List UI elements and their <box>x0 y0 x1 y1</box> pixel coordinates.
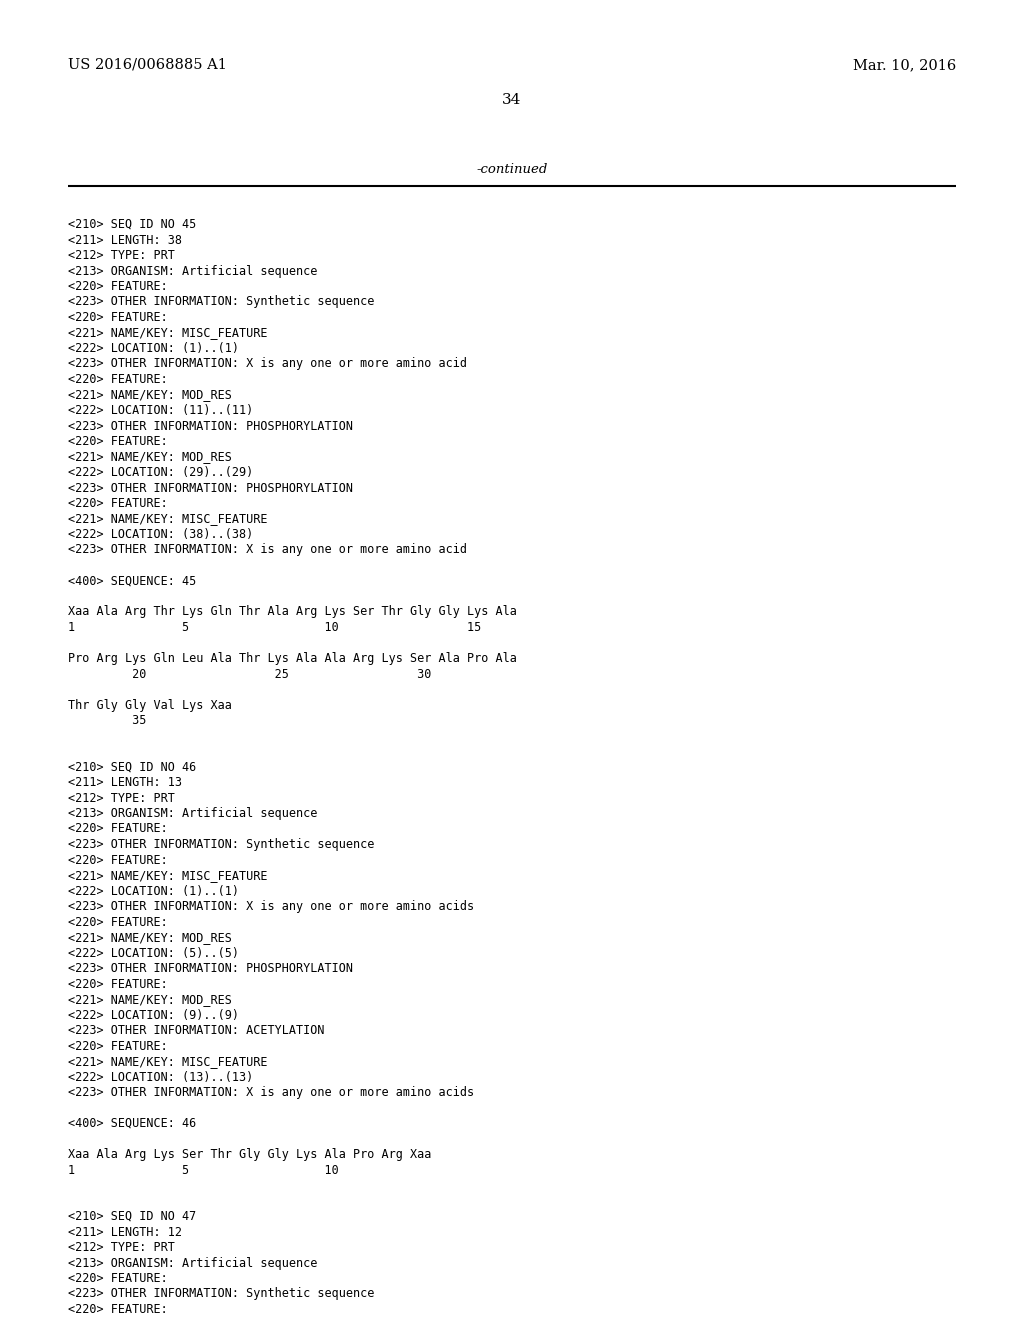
Text: US 2016/0068885 A1: US 2016/0068885 A1 <box>68 58 227 73</box>
Text: <210> SEQ ID NO 47: <210> SEQ ID NO 47 <box>68 1210 197 1224</box>
Text: <211> LENGTH: 13: <211> LENGTH: 13 <box>68 776 182 789</box>
Text: <220> FEATURE:: <220> FEATURE: <box>68 822 168 836</box>
Text: <210> SEQ ID NO 45: <210> SEQ ID NO 45 <box>68 218 197 231</box>
Text: -continued: -continued <box>476 162 548 176</box>
Text: 34: 34 <box>503 92 521 107</box>
Text: Pro Arg Lys Gln Leu Ala Thr Lys Ala Ala Arg Lys Ser Ala Pro Ala: Pro Arg Lys Gln Leu Ala Thr Lys Ala Ala … <box>68 652 517 665</box>
Text: <222> LOCATION: (9)..(9): <222> LOCATION: (9)..(9) <box>68 1008 239 1022</box>
Text: <222> LOCATION: (38)..(38): <222> LOCATION: (38)..(38) <box>68 528 253 541</box>
Text: Mar. 10, 2016: Mar. 10, 2016 <box>853 58 956 73</box>
Text: <221> NAME/KEY: MISC_FEATURE: <221> NAME/KEY: MISC_FEATURE <box>68 869 267 882</box>
Text: <220> FEATURE:: <220> FEATURE: <box>68 854 168 866</box>
Text: <220> FEATURE:: <220> FEATURE: <box>68 1272 168 1284</box>
Text: 1               5                   10: 1 5 10 <box>68 1163 339 1176</box>
Text: <222> LOCATION: (1)..(1): <222> LOCATION: (1)..(1) <box>68 884 239 898</box>
Text: <211> LENGTH: 38: <211> LENGTH: 38 <box>68 234 182 247</box>
Text: <221> NAME/KEY: MOD_RES: <221> NAME/KEY: MOD_RES <box>68 450 231 463</box>
Text: <221> NAME/KEY: MISC_FEATURE: <221> NAME/KEY: MISC_FEATURE <box>68 1055 267 1068</box>
Text: <222> LOCATION: (1)..(1): <222> LOCATION: (1)..(1) <box>68 342 239 355</box>
Text: <221> NAME/KEY: MOD_RES: <221> NAME/KEY: MOD_RES <box>68 388 231 401</box>
Text: <223> OTHER INFORMATION: X is any one or more amino acids: <223> OTHER INFORMATION: X is any one or… <box>68 900 474 913</box>
Text: <220> FEATURE:: <220> FEATURE: <box>68 436 168 447</box>
Text: <223> OTHER INFORMATION: Synthetic sequence: <223> OTHER INFORMATION: Synthetic seque… <box>68 296 375 309</box>
Text: <221> NAME/KEY: MOD_RES: <221> NAME/KEY: MOD_RES <box>68 931 231 944</box>
Text: 20                  25                  30: 20 25 30 <box>68 668 431 681</box>
Text: <223> OTHER INFORMATION: PHOSPHORYLATION: <223> OTHER INFORMATION: PHOSPHORYLATION <box>68 420 353 433</box>
Text: 1               5                   10                  15: 1 5 10 15 <box>68 620 481 634</box>
Text: Thr Gly Gly Val Lys Xaa: Thr Gly Gly Val Lys Xaa <box>68 698 231 711</box>
Text: <220> FEATURE:: <220> FEATURE: <box>68 1303 168 1316</box>
Text: <400> SEQUENCE: 46: <400> SEQUENCE: 46 <box>68 1117 197 1130</box>
Text: Xaa Ala Arg Thr Lys Gln Thr Ala Arg Lys Ser Thr Gly Gly Lys Ala: Xaa Ala Arg Thr Lys Gln Thr Ala Arg Lys … <box>68 606 517 619</box>
Text: <212> TYPE: PRT: <212> TYPE: PRT <box>68 1241 175 1254</box>
Text: <213> ORGANISM: Artificial sequence: <213> ORGANISM: Artificial sequence <box>68 1257 317 1270</box>
Text: <212> TYPE: PRT: <212> TYPE: PRT <box>68 792 175 804</box>
Text: <221> NAME/KEY: MISC_FEATURE: <221> NAME/KEY: MISC_FEATURE <box>68 512 267 525</box>
Text: <222> LOCATION: (13)..(13): <222> LOCATION: (13)..(13) <box>68 1071 253 1084</box>
Text: <220> FEATURE:: <220> FEATURE: <box>68 916 168 928</box>
Text: <223> OTHER INFORMATION: X is any one or more amino acids: <223> OTHER INFORMATION: X is any one or… <box>68 1086 474 1100</box>
Text: 35: 35 <box>68 714 146 727</box>
Text: <220> FEATURE:: <220> FEATURE: <box>68 312 168 323</box>
Text: <220> FEATURE:: <220> FEATURE: <box>68 978 168 990</box>
Text: <223> OTHER INFORMATION: ACETYLATION: <223> OTHER INFORMATION: ACETYLATION <box>68 1024 325 1038</box>
Text: <223> OTHER INFORMATION: PHOSPHORYLATION: <223> OTHER INFORMATION: PHOSPHORYLATION <box>68 962 353 975</box>
Text: <222> LOCATION: (11)..(11): <222> LOCATION: (11)..(11) <box>68 404 253 417</box>
Text: <223> OTHER INFORMATION: X is any one or more amino acid: <223> OTHER INFORMATION: X is any one or… <box>68 358 467 371</box>
Text: <221> NAME/KEY: MISC_FEATURE: <221> NAME/KEY: MISC_FEATURE <box>68 326 267 339</box>
Text: <213> ORGANISM: Artificial sequence: <213> ORGANISM: Artificial sequence <box>68 264 317 277</box>
Text: <211> LENGTH: 12: <211> LENGTH: 12 <box>68 1225 182 1238</box>
Text: <400> SEQUENCE: 45: <400> SEQUENCE: 45 <box>68 574 197 587</box>
Text: <220> FEATURE:: <220> FEATURE: <box>68 280 168 293</box>
Text: <221> NAME/KEY: MOD_RES: <221> NAME/KEY: MOD_RES <box>68 993 231 1006</box>
Text: <213> ORGANISM: Artificial sequence: <213> ORGANISM: Artificial sequence <box>68 807 317 820</box>
Text: <220> FEATURE:: <220> FEATURE: <box>68 1040 168 1052</box>
Text: <223> OTHER INFORMATION: Synthetic sequence: <223> OTHER INFORMATION: Synthetic seque… <box>68 1287 375 1300</box>
Text: <223> OTHER INFORMATION: PHOSPHORYLATION: <223> OTHER INFORMATION: PHOSPHORYLATION <box>68 482 353 495</box>
Text: <210> SEQ ID NO 46: <210> SEQ ID NO 46 <box>68 760 197 774</box>
Text: <223> OTHER INFORMATION: Synthetic sequence: <223> OTHER INFORMATION: Synthetic seque… <box>68 838 375 851</box>
Text: <222> LOCATION: (29)..(29): <222> LOCATION: (29)..(29) <box>68 466 253 479</box>
Text: <223> OTHER INFORMATION: X is any one or more amino acid: <223> OTHER INFORMATION: X is any one or… <box>68 544 467 557</box>
Text: <220> FEATURE:: <220> FEATURE: <box>68 498 168 510</box>
Text: <212> TYPE: PRT: <212> TYPE: PRT <box>68 249 175 261</box>
Text: <220> FEATURE:: <220> FEATURE: <box>68 374 168 385</box>
Text: Xaa Ala Arg Lys Ser Thr Gly Gly Lys Ala Pro Arg Xaa: Xaa Ala Arg Lys Ser Thr Gly Gly Lys Ala … <box>68 1148 431 1162</box>
Text: <222> LOCATION: (5)..(5): <222> LOCATION: (5)..(5) <box>68 946 239 960</box>
